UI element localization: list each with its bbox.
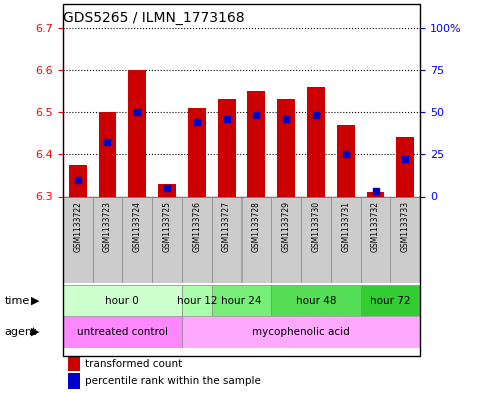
Bar [69, 165, 86, 196]
Text: ▶: ▶ [31, 296, 40, 306]
Text: GSM1133724: GSM1133724 [133, 201, 142, 252]
Text: GSM1133733: GSM1133733 [401, 201, 410, 252]
Bar [397, 137, 414, 196]
Bar [337, 125, 355, 196]
Text: GSM1133722: GSM1133722 [73, 201, 82, 252]
Bar [182, 316, 420, 348]
Text: GSM1133729: GSM1133729 [282, 201, 291, 252]
Bar [271, 196, 301, 283]
Text: GSM1133732: GSM1133732 [371, 201, 380, 252]
Point [342, 151, 350, 158]
Bar [158, 184, 176, 196]
Bar [390, 196, 420, 283]
Bar [307, 87, 325, 196]
Point [253, 112, 260, 119]
Bar [331, 196, 361, 283]
Bar [182, 196, 212, 283]
Bar [271, 285, 361, 316]
Point [163, 185, 171, 191]
Text: hour 72: hour 72 [370, 296, 411, 306]
Text: percentile rank within the sample: percentile rank within the sample [85, 376, 260, 386]
Text: GSM1133725: GSM1133725 [163, 201, 171, 252]
Text: untreated control: untreated control [77, 327, 168, 337]
Text: GSM1133723: GSM1133723 [103, 201, 112, 252]
Bar [212, 285, 271, 316]
Bar [63, 316, 182, 348]
Bar [247, 91, 265, 196]
Bar [152, 196, 182, 283]
Bar [63, 196, 93, 283]
Text: agent: agent [5, 327, 37, 337]
Text: GSM1133730: GSM1133730 [312, 201, 320, 252]
Bar [128, 70, 146, 196]
Point [312, 112, 320, 119]
Bar [93, 196, 122, 283]
Point [74, 176, 82, 183]
Text: mycophenolic acid: mycophenolic acid [252, 327, 350, 337]
Point [193, 119, 201, 125]
Text: hour 0: hour 0 [105, 296, 139, 306]
Text: GSM1133726: GSM1133726 [192, 201, 201, 252]
Text: hour 12: hour 12 [177, 296, 217, 306]
Bar [361, 196, 390, 283]
Bar [367, 192, 384, 196]
Bar [218, 99, 236, 196]
Point [133, 109, 141, 115]
Point [223, 116, 230, 122]
Bar [212, 196, 242, 283]
Point [282, 116, 290, 122]
Bar [63, 285, 182, 316]
Point [401, 156, 409, 162]
Point [104, 139, 112, 145]
Text: time: time [5, 296, 30, 306]
Bar [182, 285, 212, 316]
Bar [188, 108, 206, 196]
Bar [99, 112, 116, 196]
Bar [301, 196, 331, 283]
Text: hour 24: hour 24 [221, 296, 262, 306]
Bar [122, 196, 152, 283]
Text: GDS5265 / ILMN_1773168: GDS5265 / ILMN_1773168 [63, 11, 244, 25]
Text: GSM1133728: GSM1133728 [252, 201, 261, 252]
Bar [277, 99, 295, 196]
Text: transformed count: transformed count [85, 358, 182, 369]
Point [372, 188, 380, 195]
Text: GSM1133727: GSM1133727 [222, 201, 231, 252]
Text: hour 48: hour 48 [296, 296, 336, 306]
Text: GSM1133731: GSM1133731 [341, 201, 350, 252]
Text: ▶: ▶ [31, 327, 40, 337]
Bar [242, 196, 271, 283]
Bar [361, 285, 420, 316]
